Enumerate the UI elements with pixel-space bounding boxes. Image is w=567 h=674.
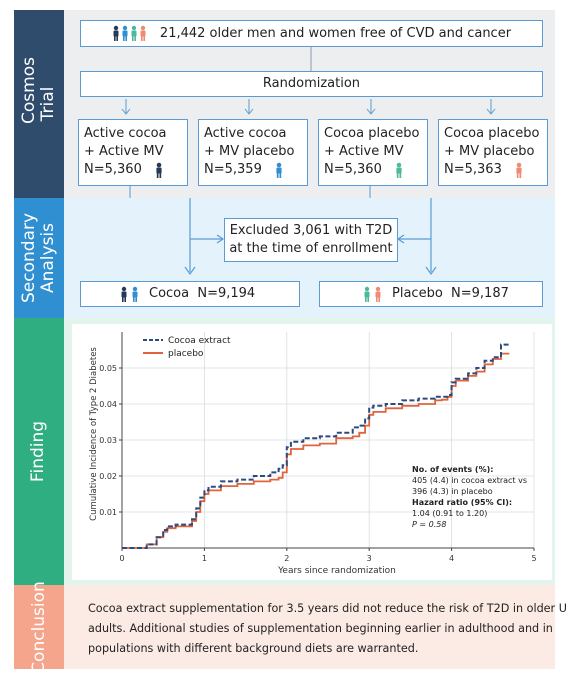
hazard-ratio-value: 1.04 (0.91 to 1.20): [412, 509, 487, 518]
arm-4-n: N=5,363: [444, 162, 502, 177]
excluded-box: Excluded 3,061 with T2D at the time of e…: [224, 218, 398, 262]
person-blue-icon: [276, 162, 282, 178]
y-tick-label: 0.02: [99, 472, 117, 481]
legend-cocoa-label: Cocoa extract: [168, 336, 231, 346]
finding-band-label: Finding: [28, 420, 49, 483]
placebo-group-box: Placebo N=9,187: [319, 281, 543, 307]
population-box: 21,442 older men and women free of CVD a…: [80, 20, 543, 47]
arm-3-line2: + Active MV: [324, 144, 404, 159]
person-blue-icon: [122, 25, 128, 41]
secondary-analysis-section: Secondary Analysis Excluded 3,061 with T…: [14, 198, 555, 318]
conclusion-text: Cocoa extract supplementation for 3.5 ye…: [88, 599, 567, 659]
arm-2-n: N=5,359: [204, 162, 262, 177]
arm-3-line1: Cocoa placebo: [324, 126, 420, 141]
excluded-line2: at the time of enrollment: [229, 241, 393, 256]
series-line-cocoa-extract: [122, 342, 511, 549]
people-group-icon: [113, 25, 146, 41]
excluded-line1: Excluded 3,061 with T2D: [229, 223, 393, 238]
y-tick-label: 0.04: [99, 400, 117, 409]
chart-background: [72, 324, 552, 580]
arm-4-line1: Cocoa placebo: [444, 126, 540, 141]
finding-panel: Cumulative Incidence of Type 2 Diabetes …: [64, 318, 555, 585]
population-icons: [112, 25, 150, 43]
person-navy-icon: [156, 162, 162, 178]
y-tick-label: 0.03: [99, 436, 117, 445]
randomization-box: Randomization: [80, 71, 543, 97]
conclusion-line3: populations with different background di…: [88, 642, 419, 655]
x-axis-label: Years since randomization: [277, 566, 396, 576]
events-label: No. of events (%):: [412, 465, 493, 474]
x-tick-label: 5: [531, 554, 536, 563]
conclusion-panel: Cocoa extract supplementation for 3.5 ye…: [64, 585, 567, 669]
x-tick-label: 3: [367, 554, 372, 563]
trial-band: Cosmos Trial: [14, 10, 64, 198]
arm-2-box: Active cocoa + MV placebo N=5,359: [198, 119, 308, 186]
person-salmon-icon: [140, 25, 146, 41]
arm-1-line1: Active cocoa: [84, 126, 167, 141]
x-tick-label: 4: [449, 554, 454, 563]
chart-annotation: No. of events (%): 405 (4.4) in cocoa ex…: [412, 465, 527, 529]
legend-placebo-label: placebo: [168, 349, 204, 359]
finding-band: Finding: [14, 318, 64, 585]
population-text: 21,442 older men and women free of CVD a…: [159, 25, 512, 41]
arm-4-line2: + MV placebo: [444, 144, 535, 159]
conclusion-line2: adults. Additional studies of supplement…: [88, 622, 553, 635]
y-tick-label: 0.01: [99, 508, 117, 517]
chart-legend: Cocoa extract placebo: [143, 336, 231, 359]
events-line2: 396 (4.3) in placebo: [412, 487, 493, 496]
x-tick-label: 0: [119, 554, 124, 563]
person-navy-icon: [113, 25, 119, 41]
secondary-band: Secondary Analysis: [14, 198, 64, 318]
arm-3-box: Cocoa placebo + Active MV N=5,360: [318, 119, 428, 186]
p-value: P = 0.58: [412, 520, 446, 529]
conclusion-line1: Cocoa extract supplementation for 3.5 ye…: [88, 602, 567, 615]
arm-2-line1: Active cocoa: [204, 126, 287, 141]
person-salmon-icon: [516, 162, 522, 178]
cocoa-group-text: Cocoa N=9,194: [149, 286, 256, 301]
trial-panel: 21,442 older men and women free of CVD a…: [64, 10, 555, 198]
hazard-ratio-label: Hazard ratio (95% CI):: [412, 498, 512, 507]
arm-4-box: Cocoa placebo + MV placebo N=5,363: [438, 119, 548, 186]
conclusion-band-label: Conclusion: [28, 580, 49, 674]
arm-1-line2: + Active MV: [84, 144, 164, 159]
y-tick-label: 0.05: [99, 364, 117, 373]
x-tick-label: 1: [202, 554, 207, 563]
randomization-text: Randomization: [262, 76, 361, 91]
trial-connectors: [121, 47, 496, 198]
arm-1-box: Active cocoa + Active MV N=5,360: [78, 119, 188, 186]
cocoa-group-icon: [121, 286, 138, 302]
conclusion-section: Conclusion Cocoa extract supplementation…: [14, 581, 567, 673]
person-green-icon: [396, 162, 402, 178]
x-tick-label: 2: [284, 554, 289, 563]
events-line1: 405 (4.4) in cocoa extract vs: [412, 476, 527, 485]
trial-band-label: Cosmos Trial: [19, 57, 58, 124]
placebo-group-text: Placebo N=9,187: [392, 286, 509, 301]
y-axis-label: Cumulative Incidence of Type 2 Diabetes: [89, 347, 99, 521]
secondary-connectors: [184, 198, 437, 276]
arm-2-line2: + MV placebo: [204, 144, 295, 159]
person-green-icon: [131, 25, 137, 41]
secondary-band-label: Secondary Analysis: [19, 212, 58, 304]
finding-section: Finding Cumulative Incidence of Type 2 D…: [14, 318, 555, 585]
placebo-group-icon: [364, 286, 381, 302]
cosmos-trial-section: Cosmos Trial 21,442 older men and women …: [14, 10, 555, 198]
arm-3-n: N=5,360: [324, 162, 382, 177]
arm-1-n: N=5,360: [84, 162, 142, 177]
cocoa-group-box: Cocoa N=9,194: [80, 281, 300, 307]
secondary-panel: Excluded 3,061 with T2D at the time of e…: [64, 198, 555, 318]
conclusion-band: Conclusion: [14, 581, 64, 673]
km-chart: Cumulative Incidence of Type 2 Diabetes …: [72, 324, 552, 580]
